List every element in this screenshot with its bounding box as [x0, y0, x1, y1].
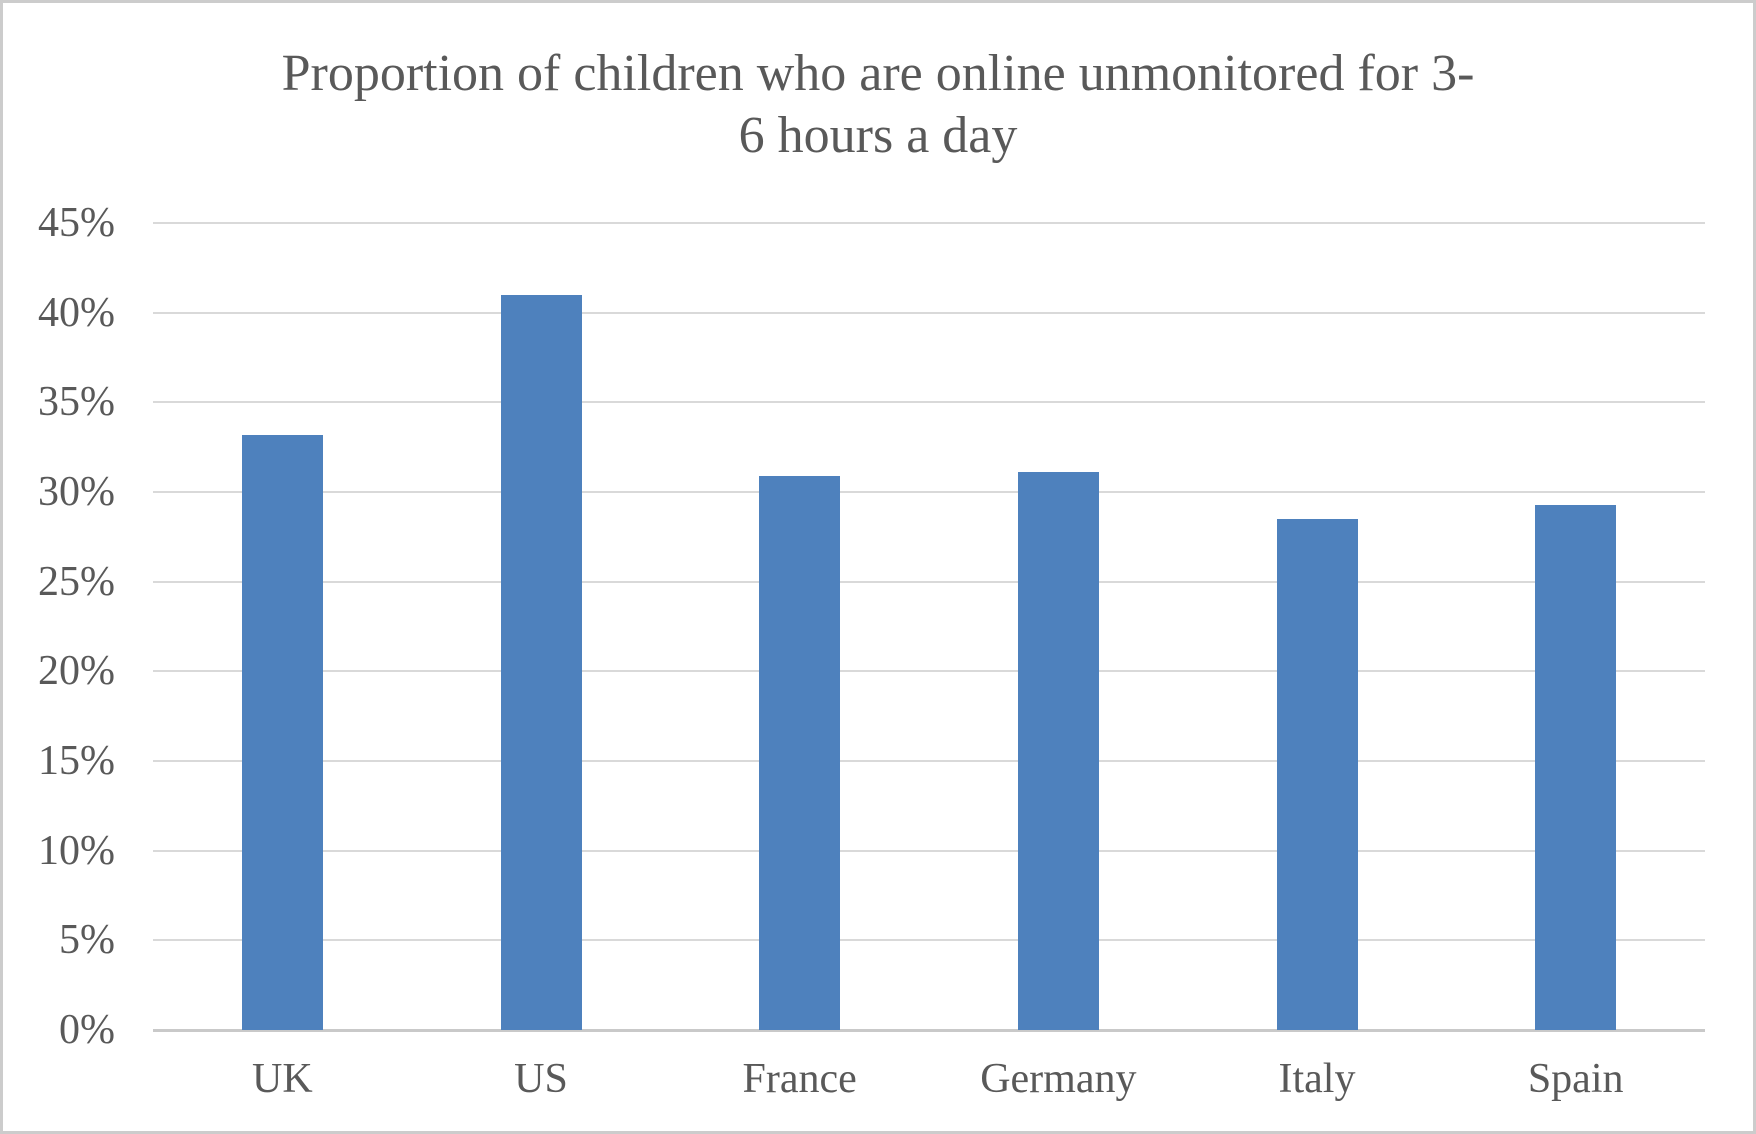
y-axis-tick-label: 35% [38, 379, 115, 426]
y-axis-tick-label: 25% [38, 558, 115, 605]
gridline [153, 222, 1705, 224]
y-axis-tick-label: 45% [38, 200, 115, 246]
y-axis-tick-label: 15% [38, 738, 115, 784]
x-axis-category-label: Spain [1527, 1056, 1624, 1102]
gridline [153, 849, 1705, 852]
bar-uk [241, 434, 323, 1030]
bar-france [759, 475, 841, 1030]
y-axis-tick-label: 40% [38, 289, 115, 336]
plot-area: 0% 5% 10% 15% 20% 25% 30% 35% 40% 45% UK US France Ge… [3, 3, 1753, 1131]
chart-title-line-2: 6 hours a day [738, 107, 1018, 164]
bar-italy [1276, 518, 1358, 1030]
gridline [153, 311, 1705, 314]
y-axis-tick-label: 30% [38, 469, 115, 515]
gridline [153, 401, 1705, 404]
gridline [153, 491, 1705, 493]
x-axis-category-label: France [742, 1056, 857, 1102]
x-axis-category-label: Germany [980, 1056, 1137, 1102]
x-axis-line [153, 1028, 1705, 1032]
bar-spain [1535, 504, 1617, 1030]
bar-us [500, 294, 582, 1030]
x-axis-category-label: UK [251, 1056, 313, 1102]
bar-germany [1017, 472, 1099, 1030]
gridline [153, 939, 1705, 942]
y-axis-tick-label: 5% [59, 917, 115, 964]
gridline [153, 760, 1705, 762]
y-axis-tick-label: 0% [59, 1007, 115, 1053]
chart-title: Proportion of children who are online un… [3, 43, 1753, 167]
x-axis-category-label: US [514, 1056, 568, 1102]
chart-title-line-1: Proportion of children who are online un… [281, 45, 1475, 102]
gridline [153, 580, 1705, 583]
x-axis-category-label: Italy [1278, 1056, 1356, 1102]
y-axis-tick-label: 10% [38, 827, 115, 874]
gridline [153, 670, 1705, 673]
y-axis-tick-label: 20% [38, 648, 115, 695]
